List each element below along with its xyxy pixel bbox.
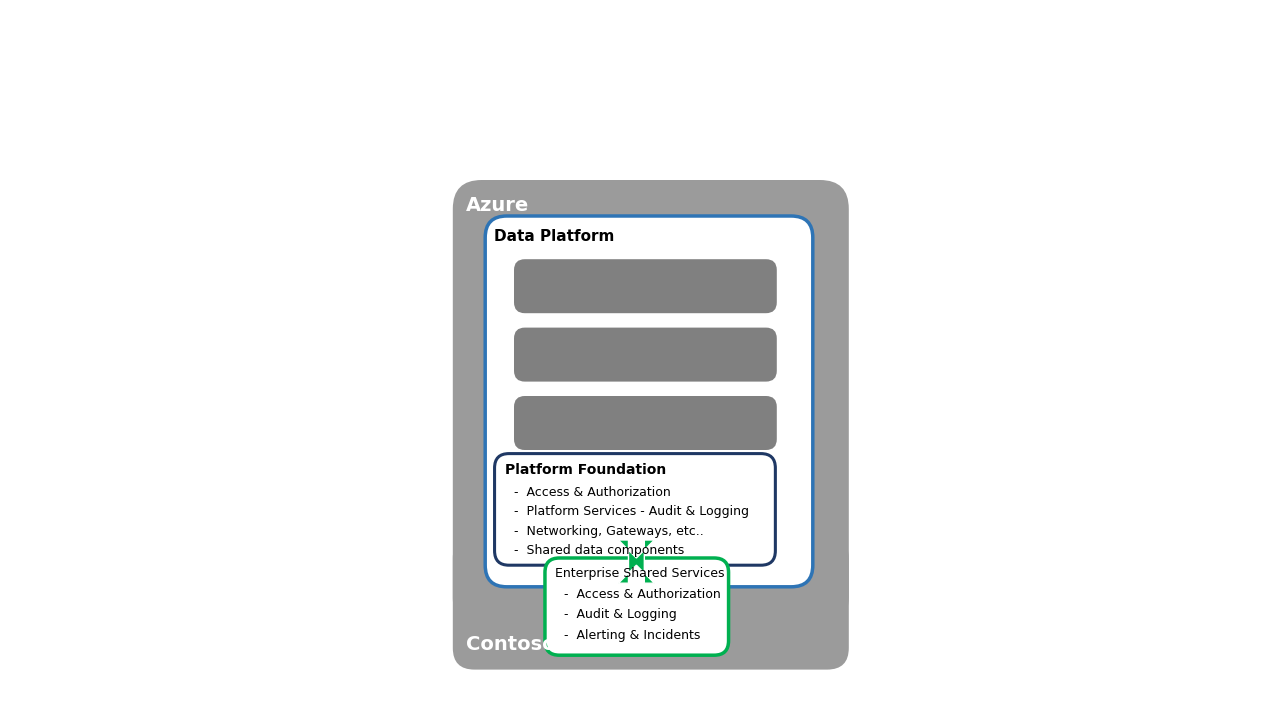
Text: Enterprise Shared Services: Enterprise Shared Services bbox=[556, 567, 724, 580]
Text: -  Networking, Gateways, etc..: - Networking, Gateways, etc.. bbox=[506, 525, 704, 538]
FancyBboxPatch shape bbox=[515, 259, 777, 313]
Text: -  Shared data components: - Shared data components bbox=[506, 544, 685, 557]
Text: -  Access & Authorization: - Access & Authorization bbox=[557, 588, 721, 601]
Text: Azure: Azure bbox=[466, 196, 529, 215]
Polygon shape bbox=[618, 540, 654, 583]
Text: Contoso: Contoso bbox=[466, 635, 556, 654]
Text: Platform Foundation: Platform Foundation bbox=[504, 463, 666, 477]
Text: -  Platform Services - Audit & Logging: - Platform Services - Audit & Logging bbox=[506, 505, 749, 518]
FancyBboxPatch shape bbox=[545, 558, 728, 655]
Text: -  Audit & Logging: - Audit & Logging bbox=[557, 608, 677, 621]
FancyBboxPatch shape bbox=[494, 454, 776, 565]
FancyBboxPatch shape bbox=[453, 180, 849, 626]
FancyBboxPatch shape bbox=[515, 328, 777, 382]
FancyBboxPatch shape bbox=[453, 536, 849, 670]
FancyBboxPatch shape bbox=[485, 216, 813, 587]
Text: -  Access & Authorization: - Access & Authorization bbox=[506, 486, 671, 499]
FancyBboxPatch shape bbox=[515, 396, 777, 450]
Text: Data Platform: Data Platform bbox=[494, 229, 614, 244]
Text: -  Alerting & Incidents: - Alerting & Incidents bbox=[557, 629, 701, 642]
